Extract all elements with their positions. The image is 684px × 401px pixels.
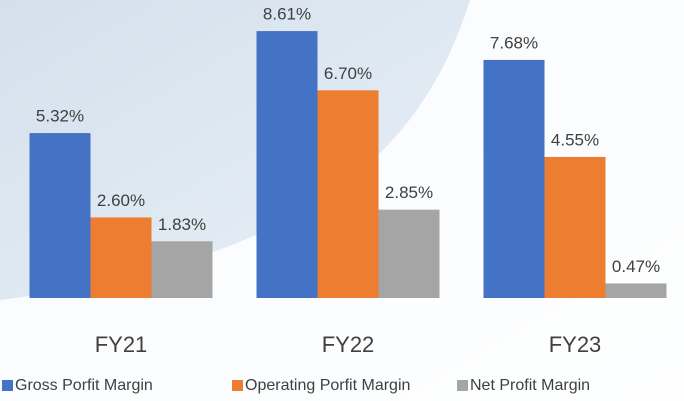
legend-label: Gross Porfit Margin <box>15 377 153 394</box>
bar <box>29 133 91 298</box>
legend-swatch <box>232 380 243 391</box>
legend-swatch <box>457 380 468 391</box>
data-label: 6.70% <box>324 64 372 83</box>
bar <box>317 90 379 298</box>
legend-label: Net Profit Margin <box>470 377 590 394</box>
bar <box>378 209 440 298</box>
data-label: 5.32% <box>36 107 84 126</box>
x-tick-label: FY23 <box>549 332 602 357</box>
data-label: 8.61% <box>263 5 311 24</box>
bar <box>544 156 606 298</box>
data-label: 2.60% <box>97 191 145 210</box>
data-label: 4.55% <box>551 130 599 149</box>
plot: FY21 5.32% 2.60% 1.83% FY22 8.61% 6.70% 2.85% FY… <box>2 5 667 394</box>
bar <box>151 241 213 298</box>
x-tick-label: FY22 <box>322 332 375 357</box>
bar <box>483 59 545 298</box>
data-label: 1.83% <box>158 215 206 234</box>
legend-label: Operating Porfit Margin <box>245 377 410 394</box>
legend-swatch <box>2 380 13 391</box>
x-tick-label: FY21 <box>95 332 148 357</box>
bar <box>256 31 318 299</box>
data-label: 2.85% <box>385 183 433 202</box>
bar <box>90 217 152 298</box>
data-label: 0.47% <box>612 257 660 276</box>
bar <box>605 283 667 298</box>
data-label: 7.68% <box>490 33 538 52</box>
